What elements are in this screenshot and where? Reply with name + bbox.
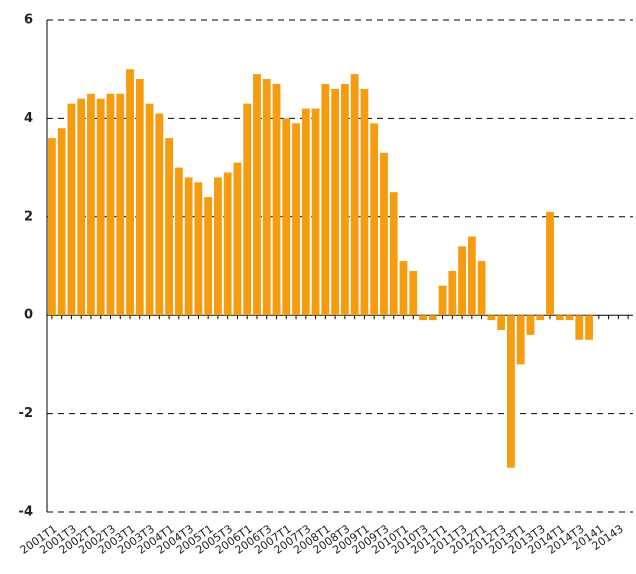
bar bbox=[155, 113, 164, 316]
bar bbox=[458, 246, 466, 316]
bar bbox=[311, 108, 320, 316]
bar bbox=[253, 74, 261, 316]
bar bbox=[165, 138, 173, 316]
bar bbox=[448, 270, 457, 316]
bar bbox=[546, 211, 554, 316]
bar bbox=[419, 315, 427, 321]
bar bbox=[145, 103, 154, 316]
bar bbox=[497, 315, 506, 330]
bar bbox=[409, 270, 418, 316]
bar bbox=[282, 118, 291, 316]
bar bbox=[370, 123, 379, 316]
bar bbox=[380, 152, 388, 316]
bar bbox=[233, 162, 242, 316]
bar bbox=[77, 98, 86, 316]
bar bbox=[116, 93, 125, 316]
y-tick-label: 6 bbox=[24, 13, 33, 28]
bar bbox=[67, 103, 76, 316]
y-tick-label: 2 bbox=[24, 209, 33, 224]
y-tick-label: 0 bbox=[24, 308, 33, 323]
bar bbox=[331, 88, 340, 316]
y-tick-label: -2 bbox=[19, 406, 33, 421]
bar bbox=[467, 236, 476, 316]
bar bbox=[526, 315, 535, 335]
bar bbox=[360, 88, 369, 316]
bar bbox=[301, 108, 310, 316]
bar bbox=[184, 177, 193, 316]
bar bbox=[47, 138, 56, 316]
bar bbox=[428, 315, 437, 321]
bar bbox=[477, 261, 486, 316]
bar bbox=[292, 123, 300, 316]
bar bbox=[106, 93, 115, 316]
bar bbox=[243, 103, 252, 316]
bar bbox=[389, 192, 398, 316]
bar bbox=[262, 79, 271, 316]
bar bbox=[135, 79, 144, 316]
bar bbox=[438, 285, 447, 316]
bar bbox=[223, 172, 232, 316]
bar bbox=[565, 315, 574, 321]
bar bbox=[272, 83, 281, 316]
bar bbox=[126, 69, 134, 316]
bar bbox=[87, 93, 95, 316]
bar bbox=[555, 315, 564, 321]
bar bbox=[399, 261, 408, 316]
bar bbox=[585, 315, 593, 340]
bar bbox=[214, 177, 222, 316]
bar bbox=[487, 315, 496, 321]
bar bbox=[507, 315, 515, 468]
bar bbox=[350, 74, 359, 316]
bar bbox=[536, 315, 545, 321]
y-tick-label: 4 bbox=[24, 111, 33, 126]
bar bbox=[194, 182, 203, 316]
bar bbox=[174, 167, 183, 316]
bar bbox=[321, 83, 330, 316]
bar bbox=[575, 315, 584, 340]
bar bbox=[96, 98, 105, 316]
bar bbox=[516, 315, 525, 365]
bar bbox=[204, 197, 213, 316]
y-tick-label: -4 bbox=[19, 505, 33, 520]
bar bbox=[57, 128, 66, 316]
bar bbox=[340, 83, 349, 316]
